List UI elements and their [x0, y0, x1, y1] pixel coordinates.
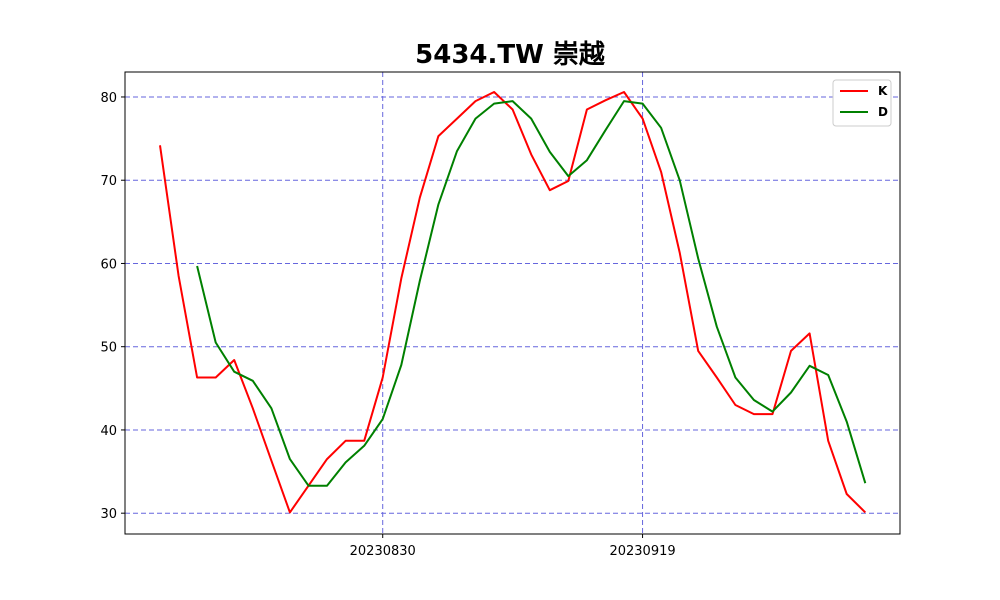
- grid-lines: [125, 72, 900, 534]
- legend-label-k: K: [878, 84, 888, 98]
- legend: K D: [832, 79, 892, 127]
- series-line-k: [159, 91, 867, 514]
- x-axis: 20230830 20230919: [350, 534, 676, 559]
- chart-title: 5434.TW 崇越: [415, 40, 606, 70]
- y-tick-label: 40: [100, 424, 117, 439]
- series-line-d: [196, 100, 867, 487]
- plot-frame: [124, 71, 901, 535]
- y-tick-label: 70: [100, 174, 117, 189]
- legend-label-d: D: [878, 105, 888, 119]
- y-tick-label: 80: [100, 91, 117, 106]
- y-tick-label: 50: [100, 341, 117, 356]
- series-layer: [159, 91, 867, 514]
- y-axis: 30 40 50 60 70 80: [100, 91, 125, 522]
- y-tick-label: 60: [100, 257, 117, 272]
- x-tick-label: 20230830: [350, 544, 416, 559]
- x-tick-label: 20230919: [609, 544, 675, 559]
- y-tick-label: 30: [100, 507, 117, 522]
